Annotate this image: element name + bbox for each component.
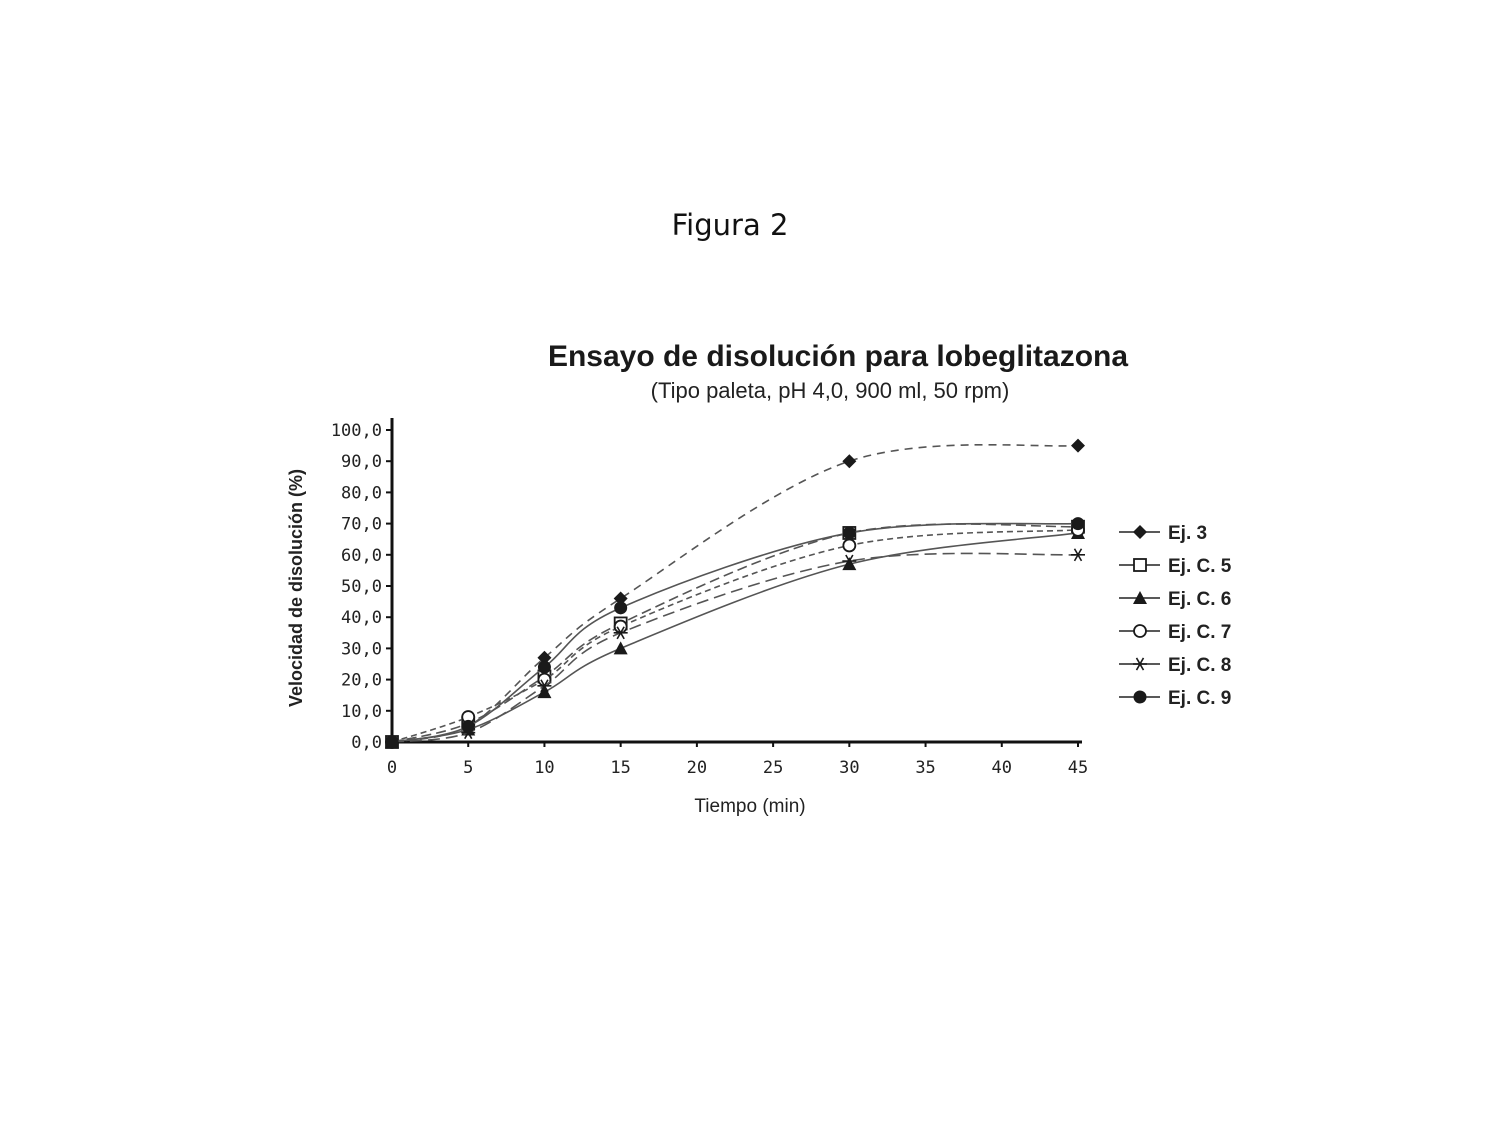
data-point <box>1071 438 1085 453</box>
data-point <box>842 554 857 568</box>
legend-item: Ej. 3 <box>1119 523 1207 544</box>
axes: 0,0 10,0 20,0 30,0 40,0 50,0 60,0 70,0 80,0 90,0 1… <box>331 418 1088 778</box>
legend-label: Ej. C. 9 <box>1168 688 1231 709</box>
data-point <box>537 679 552 693</box>
y-tick-label: 40,0 <box>341 608 382 628</box>
data-point <box>613 641 628 655</box>
data-point <box>537 685 552 699</box>
y-tick-label: 100,0 <box>331 421 382 441</box>
legend-label: Ej. C. 5 <box>1168 556 1232 577</box>
legend-marker <box>1133 525 1147 539</box>
legend-marker <box>1133 657 1147 671</box>
legend-marker <box>1133 624 1147 638</box>
series-6 <box>385 517 1085 749</box>
legend-item: Ej. C. 6 <box>1119 589 1231 610</box>
data-point <box>1071 517 1085 531</box>
data-point <box>842 526 856 540</box>
y-tick-label: 0,0 <box>351 733 382 753</box>
y-tick-label: 30,0 <box>341 639 382 659</box>
series-line <box>391 552 1079 743</box>
x-tick-label: 5 <box>463 758 473 778</box>
y-tick-label: 80,0 <box>341 483 382 503</box>
data-point <box>613 591 628 606</box>
legend-item: Ej. C. 8 <box>1119 655 1231 676</box>
legend-label: Ej. C. 8 <box>1168 655 1231 676</box>
data-point <box>1071 548 1085 562</box>
x-tick-label: 15 <box>610 758 630 778</box>
series-line <box>391 522 1079 743</box>
legend-item: Ej. C. 9 <box>1119 688 1231 709</box>
series-4 <box>385 522 1085 749</box>
legend-item: Ej. C. 7 <box>1119 622 1231 643</box>
series-line <box>391 529 1079 743</box>
data-point <box>537 660 551 674</box>
x-tick-label: 10 <box>534 758 554 778</box>
data-point <box>842 454 857 469</box>
y-tick-label: 20,0 <box>341 671 382 691</box>
x-tick-label: 30 <box>839 758 859 778</box>
x-tick-label: 40 <box>992 758 1012 778</box>
x-tick-label: 0 <box>387 758 397 778</box>
legend-marker <box>1133 690 1147 704</box>
y-tick-label: 60,0 <box>341 546 382 566</box>
chart-subtitle: (Tipo paleta, pH 4,0, 900 ml, 50 rpm) <box>651 378 1010 403</box>
legend-label: Ej. 3 <box>1168 523 1207 544</box>
y-tick-label: 50,0 <box>341 577 382 597</box>
data-point <box>614 601 628 615</box>
legend-marker <box>1133 591 1147 604</box>
y-tick-label: 10,0 <box>341 702 382 722</box>
data-point <box>613 626 628 640</box>
data-point <box>842 538 857 553</box>
series-2 <box>385 519 1085 749</box>
x-tick-label: 20 <box>687 758 707 778</box>
series-1 <box>385 438 1085 749</box>
series-layer <box>385 438 1085 749</box>
x-tick-label: 45 <box>1068 758 1088 778</box>
data-point <box>385 735 399 749</box>
data-point <box>537 650 552 665</box>
figure-label: Figura 2 <box>671 208 789 242</box>
legend-item: Ej. C. 5 <box>1119 556 1232 577</box>
x-tick-label: 35 <box>915 758 935 778</box>
y-tick-label: 70,0 <box>341 515 382 535</box>
chart-title: Ensayo de disolución para lobeglitazona <box>548 340 1128 373</box>
series-5 <box>385 548 1085 749</box>
legend-label: Ej. C. 7 <box>1168 622 1231 643</box>
legend-label: Ej. C. 6 <box>1168 589 1231 610</box>
series-3 <box>385 525 1085 748</box>
y-tick-label: 90,0 <box>341 452 382 472</box>
data-point <box>613 619 628 634</box>
data-point <box>461 719 475 733</box>
x-axis-label: Tiempo (min) <box>694 796 805 817</box>
x-tick-label: 25 <box>763 758 783 778</box>
series-line <box>391 443 1079 743</box>
legend-marker <box>1133 558 1147 572</box>
y-axis-label: Velocidad de disolución (%) <box>286 469 306 707</box>
legend: Ej. 3 Ej. C. 5 Ej. C. 6 Ej. C. 7 Ej. C. 8 Ej.… <box>1119 523 1232 709</box>
